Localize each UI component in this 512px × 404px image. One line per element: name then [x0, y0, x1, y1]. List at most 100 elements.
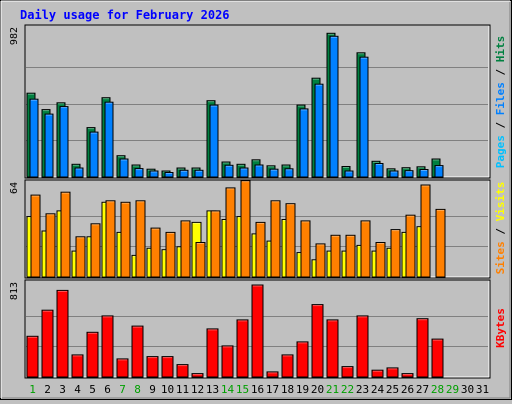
x-tick-label-16: 16: [251, 383, 264, 396]
x-tick-label-26: 26: [401, 383, 414, 396]
bar-files-14: [224, 164, 234, 178]
bar-kbytes-2: [41, 309, 54, 378]
bar-kbytes-1: [26, 335, 39, 378]
bar-sites-23: [360, 220, 371, 278]
bar-sites-26: [405, 214, 416, 278]
bar-kbytes-3: [56, 289, 69, 378]
bar-files-23: [359, 56, 369, 178]
y-max-label: 64: [9, 182, 20, 194]
y-max-label: 813: [9, 282, 20, 300]
legend-entry: Visits: [494, 182, 507, 222]
bar-sites-15: [240, 180, 251, 278]
x-tick-label-7: 7: [119, 383, 126, 396]
bar-kbytes-11: [176, 364, 189, 378]
bar-kbytes-24: [371, 369, 384, 378]
x-tick-label-8: 8: [134, 383, 141, 396]
x-tick-label-23: 23: [356, 383, 369, 396]
chart-title: Daily usage for February 2026: [20, 8, 230, 22]
bar-files-25: [389, 170, 399, 178]
legend-entry: /: [494, 221, 507, 241]
bar-sites-14: [225, 187, 236, 278]
bar-files-7: [119, 158, 129, 178]
x-tick-label-10: 10: [161, 383, 174, 396]
panels: 982 Pages / Files / Hits 64 Sites / Visits 8…: [9, 24, 507, 379]
bar-files-13: [209, 104, 219, 178]
series-sites: [30, 180, 446, 278]
bar-kbytes-4: [71, 354, 84, 378]
bar-kbytes-9: [146, 356, 159, 378]
bar-kbytes-25: [386, 367, 399, 378]
bar-kbytes-22: [341, 366, 354, 378]
x-tick-label-27: 27: [416, 383, 429, 396]
bar-sites-22: [345, 234, 356, 278]
x-axis-labels: 1 2 3 4 5 6 7 8 9 10 11 12 13 14 15 16 17 18 19 20 21 22 23 24 2…: [29, 383, 489, 396]
bar-kbytes-20: [311, 304, 324, 378]
bar-sites-16: [255, 221, 266, 278]
x-tick-label-3: 3: [59, 383, 66, 396]
legend-entry: KBytes: [494, 308, 507, 348]
bar-sites-5: [90, 223, 101, 278]
bar-kbytes-15: [236, 319, 249, 378]
bar-kbytes-18: [281, 354, 294, 378]
bar-files-12: [194, 169, 204, 178]
x-tick-label-28: 28: [431, 383, 444, 396]
bar-files-10: [164, 172, 174, 178]
legend-entry: Sites: [494, 241, 507, 274]
series-files: [29, 35, 444, 178]
bar-sites-24: [375, 242, 386, 278]
bar-sites-19: [300, 220, 311, 278]
bar-sites-8: [135, 200, 146, 278]
x-tick-label-9: 9: [149, 383, 156, 396]
bar-files-11: [179, 169, 189, 178]
legend-entry: Files: [494, 82, 507, 115]
bar-files-1: [29, 98, 39, 178]
x-tick-label-12: 12: [191, 383, 204, 396]
bar-kbytes-6: [101, 315, 114, 378]
bar-kbytes-13: [206, 328, 219, 378]
bar-files-9: [149, 170, 159, 178]
panel-hits-files-pages: 982 Pages / Files / Hits: [9, 24, 507, 179]
legend-entry: Hits: [494, 36, 507, 63]
bar-files-8: [134, 168, 144, 178]
bar-files-16: [254, 164, 264, 178]
x-tick-label-30: 30: [461, 383, 474, 396]
x-tick-label-14: 14: [221, 383, 235, 396]
bar-files-28: [434, 165, 444, 178]
bar-sites-12: [195, 242, 206, 278]
bar-files-19: [299, 108, 309, 178]
bar-kbytes-19: [296, 341, 309, 378]
y-max-label: 982: [9, 27, 20, 45]
bar-files-15: [239, 167, 249, 178]
bar-kbytes-14: [221, 345, 234, 378]
bar-files-26: [404, 170, 414, 178]
bar-sites-9: [150, 227, 161, 278]
bar-sites-21: [330, 234, 341, 278]
x-tick-label-17: 17: [266, 383, 279, 396]
bar-files-4: [74, 167, 84, 178]
bar-files-22: [344, 170, 354, 178]
bar-sites-18: [285, 203, 296, 278]
bar-files-3: [59, 106, 69, 178]
bar-sites-7: [120, 201, 131, 278]
bar-sites-17: [270, 200, 281, 278]
bar-sites-11: [180, 220, 191, 278]
x-tick-label-4: 4: [74, 383, 81, 396]
legend-kbytes: KBytes: [494, 308, 507, 348]
bar-files-21: [329, 35, 339, 178]
bar-sites-4: [75, 236, 86, 278]
bar-files-5: [89, 131, 99, 178]
legend-hits-files-pages: Pages / Files / Hits: [494, 36, 507, 169]
legend-entry: /: [494, 115, 507, 135]
bar-kbytes-10: [161, 356, 174, 378]
bar-sites-10: [165, 231, 176, 278]
bar-files-6: [104, 101, 114, 178]
x-tick-label-5: 5: [89, 383, 96, 396]
bar-files-2: [44, 113, 54, 178]
bar-kbytes-26: [401, 373, 414, 378]
x-tick-label-20: 20: [311, 383, 324, 396]
x-tick-label-18: 18: [281, 383, 294, 396]
bar-kbytes-21: [326, 319, 339, 378]
x-tick-label-13: 13: [206, 383, 219, 396]
